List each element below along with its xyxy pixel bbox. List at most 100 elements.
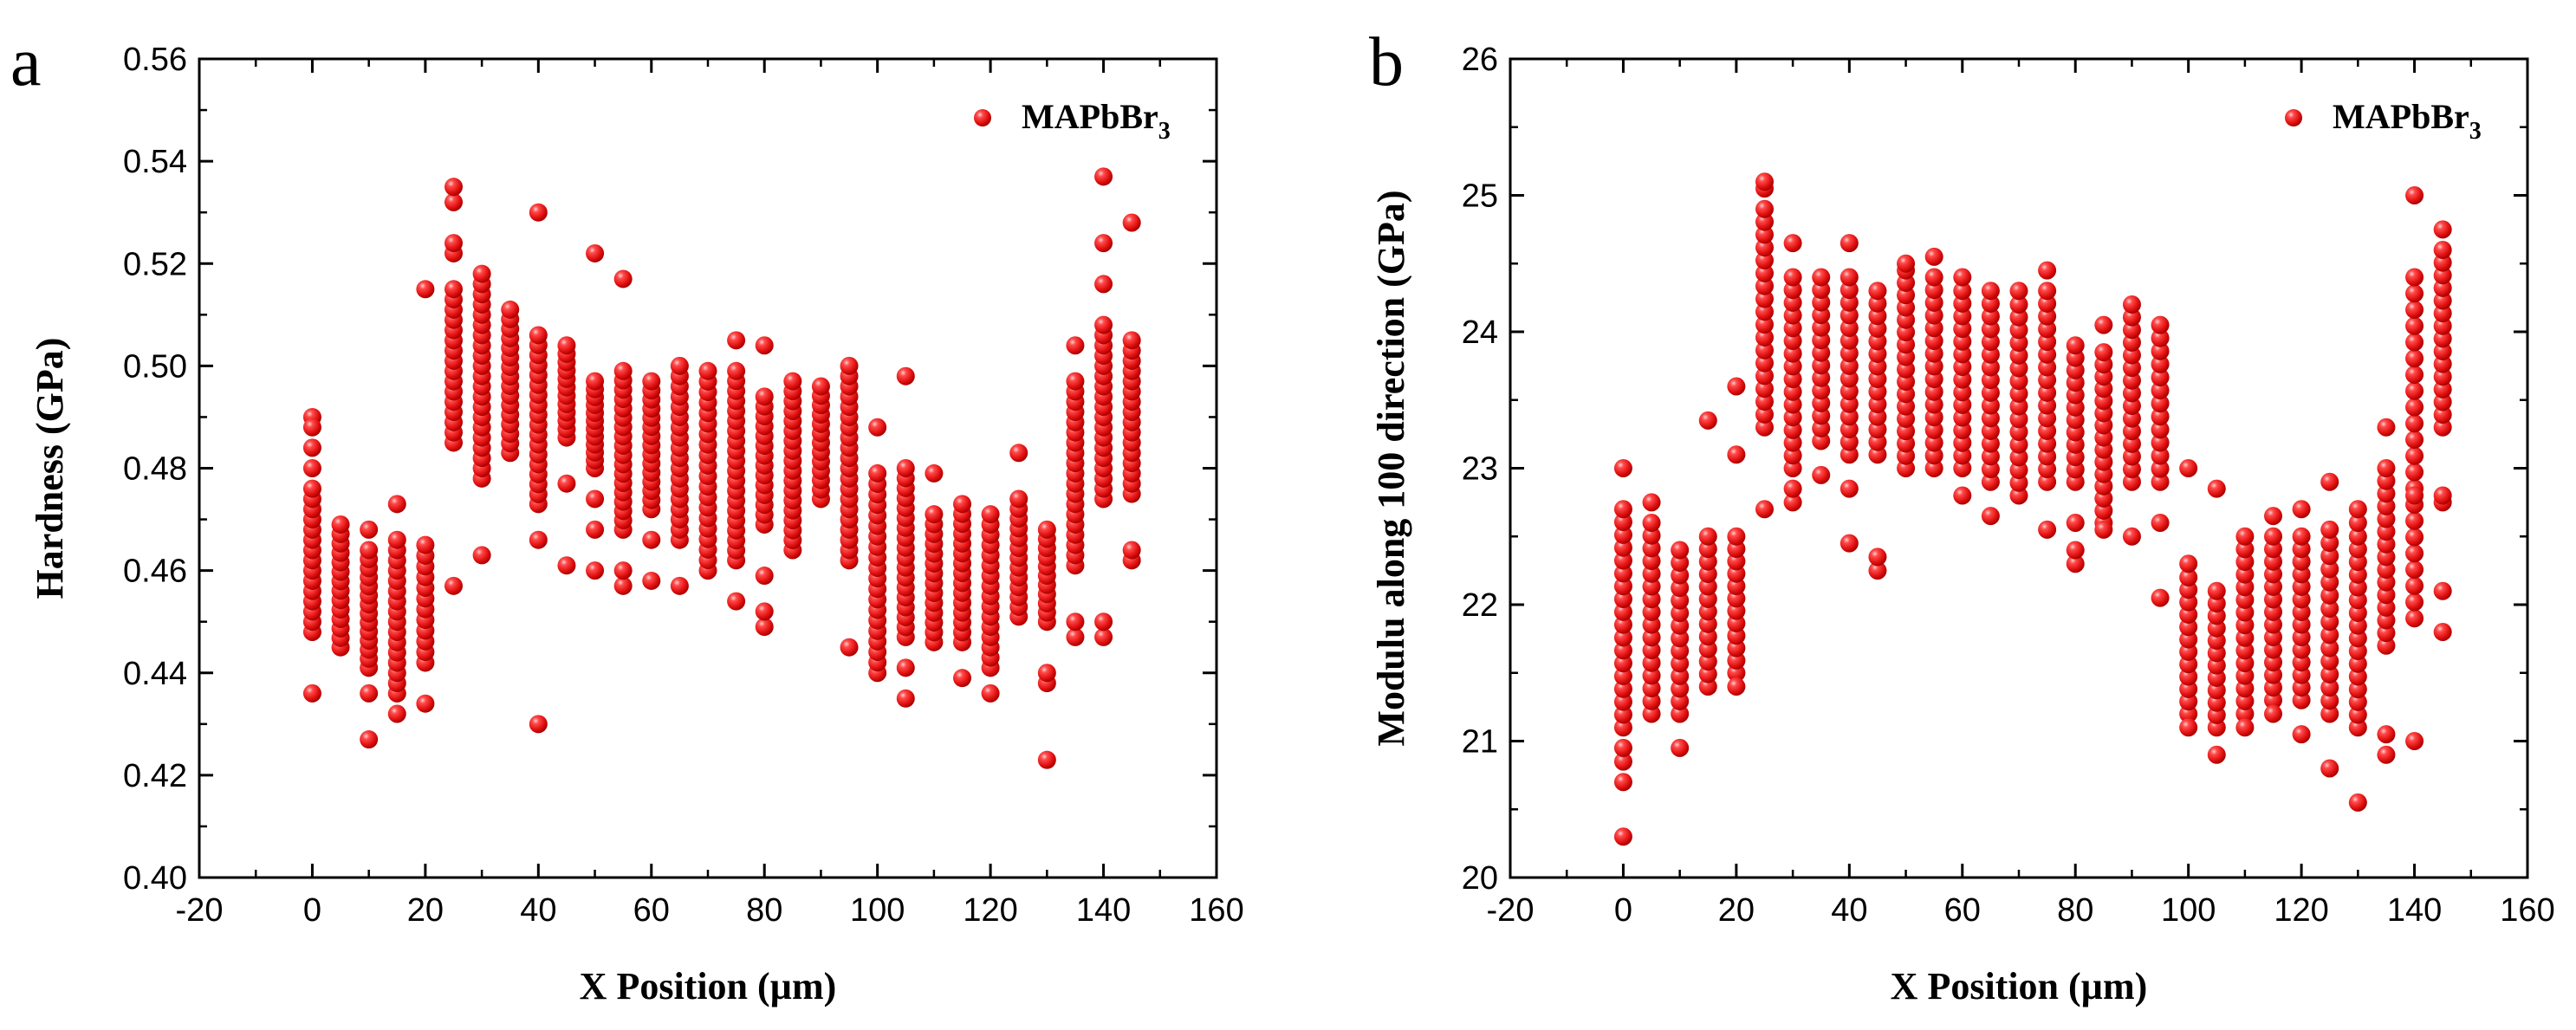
data-point xyxy=(1981,371,2000,390)
data-point xyxy=(2122,447,2141,466)
data-point xyxy=(1981,472,2000,491)
data-point xyxy=(1094,612,1113,632)
data-point xyxy=(1924,293,1943,312)
data-point xyxy=(2320,759,2339,778)
data-point xyxy=(2320,573,2339,592)
data-point xyxy=(1868,370,1887,389)
data-point xyxy=(2348,500,2367,519)
data-point xyxy=(2292,678,2311,697)
x-tick-label: 160 xyxy=(1189,892,1243,929)
data-point xyxy=(727,592,746,611)
data-point xyxy=(2292,665,2311,684)
data-point xyxy=(1122,213,1141,232)
data-point xyxy=(2433,581,2452,600)
x-tick-label: 140 xyxy=(1076,892,1131,929)
data-point xyxy=(1755,302,1774,321)
data-point xyxy=(1924,420,1943,439)
data-point xyxy=(2377,459,2396,477)
data-point xyxy=(2009,321,2028,340)
data-point xyxy=(1671,704,1690,723)
data-point xyxy=(2151,328,2170,347)
data-point xyxy=(953,669,971,688)
data-point xyxy=(1868,344,1887,363)
data-point xyxy=(1613,692,1632,711)
data-point xyxy=(2122,359,2141,378)
data-point xyxy=(1642,628,1661,647)
data-point xyxy=(2320,520,2339,539)
data-point xyxy=(1698,552,1717,571)
data-point xyxy=(2264,565,2282,584)
data-point xyxy=(2405,486,2424,505)
data-point xyxy=(1981,409,2000,428)
x-tick-label: 40 xyxy=(1831,892,1867,929)
data-point xyxy=(2348,680,2367,699)
data-point xyxy=(2320,678,2339,697)
data-point xyxy=(1981,320,2000,339)
x-tick-label: 140 xyxy=(2387,892,2442,929)
data-point xyxy=(2235,565,2255,584)
data-point xyxy=(2433,379,2452,398)
data-point xyxy=(642,530,661,549)
data-point xyxy=(1613,628,1632,647)
data-point xyxy=(1783,234,1802,253)
data-point xyxy=(811,377,830,396)
data-point xyxy=(2235,553,2255,571)
data-point xyxy=(1840,306,1859,325)
data-point xyxy=(1783,370,1802,389)
data-point xyxy=(1671,629,1690,648)
data-point xyxy=(416,694,435,713)
data-point xyxy=(1812,368,1831,387)
data-point xyxy=(1642,666,1661,685)
data-point xyxy=(1642,704,1661,723)
y-tick-label: 0.42 xyxy=(123,758,187,794)
data-point xyxy=(2292,653,2311,672)
data-point xyxy=(2151,381,2170,400)
data-point xyxy=(387,530,406,549)
data-point xyxy=(2264,507,2282,526)
data-point xyxy=(1727,527,1746,546)
data-point xyxy=(2320,664,2339,683)
data-point xyxy=(2320,651,2339,670)
data-point xyxy=(1981,383,2000,402)
data-point xyxy=(1009,489,1028,509)
data-point xyxy=(1755,405,1774,424)
data-point xyxy=(1642,679,1661,698)
x-tick-label: 100 xyxy=(850,892,905,929)
y-tick-label: 0.52 xyxy=(123,246,187,282)
data-point xyxy=(1840,268,1859,287)
data-point xyxy=(1613,551,1632,570)
data-point xyxy=(698,361,717,380)
data-point xyxy=(2405,186,2424,204)
data-point xyxy=(2433,278,2452,297)
data-point xyxy=(2264,527,2282,546)
data-point xyxy=(1812,431,1831,450)
data-point xyxy=(2038,409,2057,428)
data-point xyxy=(1981,447,2000,466)
data-point xyxy=(1840,432,1859,451)
data-point xyxy=(1981,307,2000,326)
data-point xyxy=(1613,459,1632,477)
data-point xyxy=(2235,628,2255,647)
data-point xyxy=(444,178,463,197)
data-point xyxy=(1953,320,1972,339)
data-point xyxy=(2405,511,2424,530)
data-point xyxy=(1868,382,1887,401)
data-point xyxy=(2320,612,2339,632)
data-point xyxy=(925,463,944,483)
data-point xyxy=(1812,406,1831,425)
data-point xyxy=(2038,472,2057,491)
data-point xyxy=(2405,284,2424,303)
data-point xyxy=(1981,460,2000,479)
data-point xyxy=(2433,367,2452,386)
data-point xyxy=(1868,282,1887,301)
data-point xyxy=(302,479,321,498)
data-point xyxy=(1642,602,1661,621)
data-point xyxy=(868,418,887,437)
data-point xyxy=(1671,566,1690,585)
data-point xyxy=(1868,407,1887,426)
data-point xyxy=(360,541,379,560)
data-point xyxy=(1868,432,1887,451)
data-point xyxy=(896,366,915,385)
data-point xyxy=(2151,394,2170,413)
data-point xyxy=(1924,344,1943,363)
